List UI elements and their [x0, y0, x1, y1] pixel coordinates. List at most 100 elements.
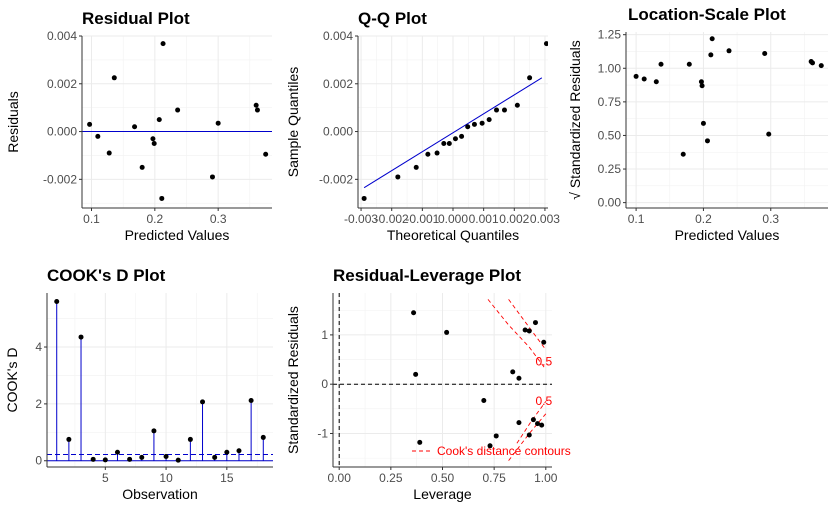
reference-line — [363, 77, 543, 189]
y-tick-label: 0.00 — [598, 196, 622, 210]
y-tick-label: 1 — [321, 328, 328, 342]
data-point — [87, 121, 93, 127]
cooks-d-point — [212, 454, 218, 460]
x-tick-label: 15 — [220, 471, 234, 485]
data-point — [132, 124, 138, 130]
cooks-d-point — [187, 436, 193, 442]
residual-y-axis-label: Residuals — [5, 91, 21, 152]
cooks-d-point — [114, 449, 120, 455]
data-point — [479, 120, 485, 126]
contour-label: 0.5 — [535, 394, 552, 408]
cooks-d-plot-area — [47, 293, 273, 467]
data-point — [175, 107, 181, 113]
data-point — [680, 151, 686, 157]
data-point — [543, 41, 548, 47]
x-tick-label: 0.3 — [762, 212, 779, 226]
residual-leverage-title: Residual-Leverage Plot — [333, 266, 521, 285]
data-point — [452, 136, 458, 142]
y-tick-label: 4 — [35, 340, 42, 354]
data-point — [481, 397, 487, 403]
location-scale-data — [633, 36, 824, 157]
qq-x-axis-label: Theoretical Quantiles — [387, 227, 519, 243]
x-tick-label: 0.000 — [438, 212, 468, 226]
cooks-d-point — [127, 456, 133, 462]
data-point — [434, 150, 440, 156]
cooks-d-point — [175, 457, 181, 463]
data-point — [726, 48, 732, 54]
residual-leverage-y-axis-label: Standardized Residuals — [285, 306, 301, 454]
residual-title: Residual Plot — [82, 9, 190, 28]
data-point — [425, 151, 431, 157]
cooks-d-point — [200, 399, 206, 405]
location-scale-title: Location-Scale Plot — [628, 5, 786, 24]
data-point — [641, 76, 647, 82]
y-tick-label: 0.004 — [47, 29, 77, 43]
y-tick-label: 1.00 — [598, 61, 622, 75]
data-point — [530, 417, 536, 423]
cooks-d-point — [248, 397, 254, 403]
qq-data — [361, 41, 548, 201]
data-point — [516, 375, 522, 381]
data-point — [709, 36, 715, 42]
data-point — [160, 41, 166, 47]
data-point — [95, 133, 101, 139]
data-point — [411, 310, 417, 316]
data-point — [486, 117, 492, 123]
location-scale-panel: 0.1 0.2 0.3 0.00 0.25 0.50 0.75 1.00 1.25 Locatio… — [567, 5, 828, 243]
qq-y-axis-label: Sample Quantiles — [285, 67, 301, 178]
data-point — [253, 102, 259, 108]
data-point — [699, 83, 705, 89]
data-point — [494, 107, 500, 113]
data-point — [151, 141, 157, 146]
data-point — [111, 75, 117, 81]
data-point — [263, 151, 269, 157]
x-tick-label: -0.001 — [405, 212, 439, 226]
cooks-legend-label: Cook's distance contours — [437, 444, 571, 458]
data-point — [766, 131, 772, 137]
location-scale-plot-area — [626, 32, 828, 208]
data-point — [810, 60, 816, 66]
cooks-d-point — [260, 434, 266, 440]
y-tick-label: 0.25 — [598, 162, 622, 176]
data-point — [698, 79, 704, 85]
x-tick-label: 0.2 — [146, 212, 163, 226]
data-point — [708, 52, 714, 58]
y-tick-label: 0.002 — [323, 77, 353, 91]
data-point — [532, 320, 538, 326]
x-tick-label: 0.003 — [530, 212, 560, 226]
data-point — [510, 369, 516, 375]
residual-panel: 0.1 0.2 0.3 -0.002 0.000 0.002 0.004 Residual P… — [5, 9, 272, 243]
x-tick-label: 0.2 — [695, 212, 712, 226]
y-tick-label: -0.002 — [43, 172, 77, 186]
data-point — [106, 150, 112, 156]
cooks-distance-contour — [516, 401, 547, 444]
x-tick-label: 0.50 — [431, 471, 455, 485]
x-tick-label: 10 — [159, 471, 173, 485]
residual-data — [82, 41, 272, 201]
x-tick-label: -0.003 — [344, 212, 378, 226]
data-point — [150, 136, 156, 142]
residual-x-axis-label: Predicted Values — [125, 227, 230, 243]
y-tick-label: 0.000 — [323, 125, 353, 139]
data-point — [535, 421, 541, 427]
data-point — [493, 433, 499, 439]
y-tick-label: 0 — [321, 377, 328, 391]
cooks-d-point — [236, 448, 242, 454]
data-point — [514, 102, 520, 108]
data-point — [413, 164, 419, 170]
cooks-d-point — [66, 436, 72, 442]
data-point — [209, 174, 215, 180]
data-point — [527, 75, 533, 81]
cooks-d-point — [224, 449, 230, 455]
cooks-d-title: COOK's D Plot — [47, 266, 166, 285]
data-point — [215, 120, 221, 126]
location-scale-y-axis-label: √ Standardized Residuals — [567, 40, 583, 199]
data-point — [541, 339, 547, 345]
data-point — [539, 422, 545, 428]
location-scale-x-axis-label: Predicted Values — [675, 227, 780, 243]
data-point — [516, 420, 522, 426]
x-tick-label: 1.00 — [534, 471, 558, 485]
y-tick-label: 0.000 — [47, 125, 77, 139]
data-point — [686, 61, 692, 67]
